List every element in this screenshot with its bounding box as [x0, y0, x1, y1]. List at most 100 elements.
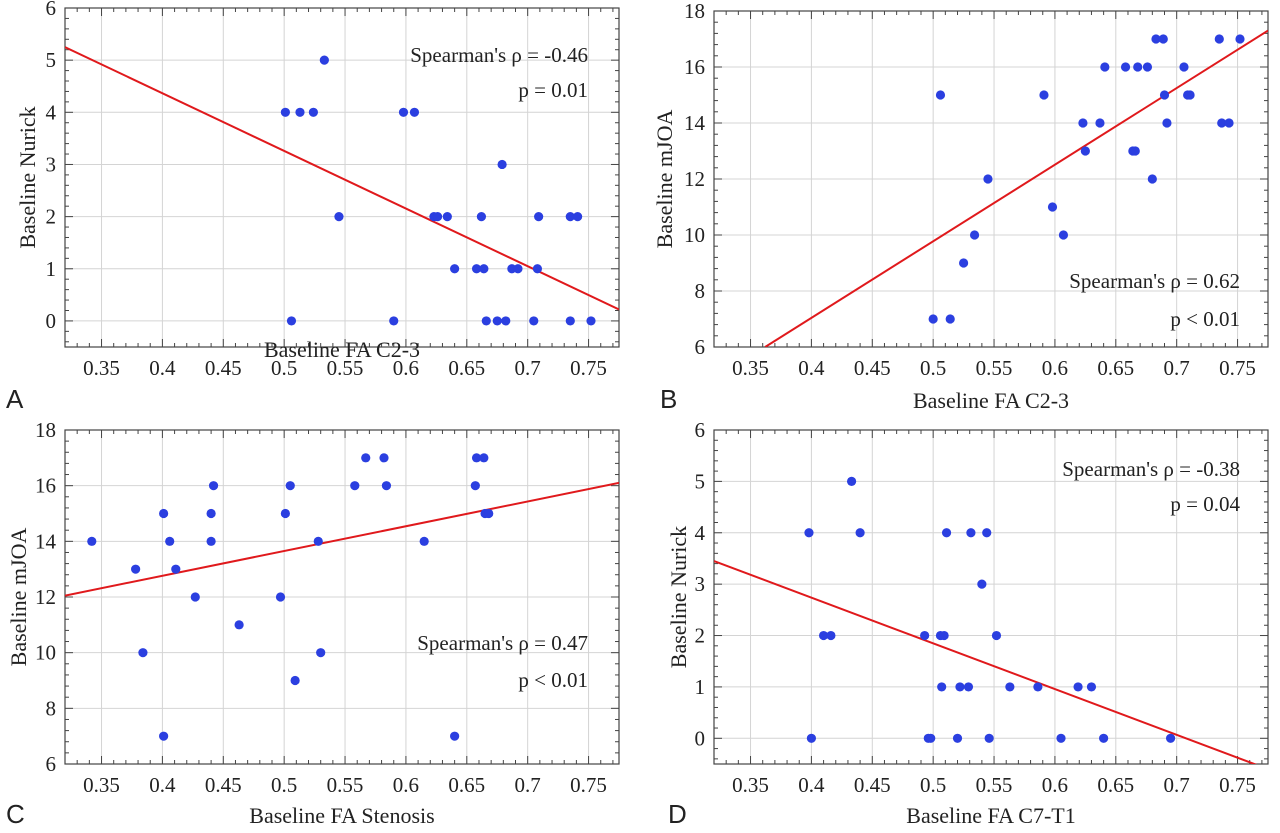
- fit-line: [65, 481, 619, 597]
- data-point: [1142, 62, 1153, 72]
- x-tick-label: 0.65: [1097, 773, 1134, 797]
- data-point: [379, 453, 389, 463]
- data-point: [977, 579, 987, 589]
- data-point: [1151, 34, 1161, 44]
- x-axis-label: Baseline FA C2-3: [913, 388, 1069, 413]
- data-point: [381, 481, 392, 491]
- data-point: [1100, 62, 1110, 72]
- data-point: [484, 508, 494, 519]
- data-point: [1224, 118, 1234, 128]
- data-point: [1047, 202, 1058, 212]
- spearman-annotation: Spearman's ρ = -0.38: [1062, 457, 1240, 481]
- data-point: [409, 107, 420, 117]
- panel-c: 0.35 0.4 0.45 0.5 0.55 0.6 0.65 0.7 0.75 6 8 10 12 14…: [6, 418, 620, 829]
- data-point: [513, 264, 523, 274]
- x-tick-label: 0.35: [732, 356, 769, 380]
- data-point: [963, 682, 974, 692]
- fit-line: [714, 560, 1258, 764]
- x-tick-label: 0.4: [149, 356, 176, 380]
- data-point: [937, 682, 947, 692]
- data-point: [1158, 34, 1168, 44]
- data-point: [1056, 733, 1066, 743]
- data-point: [941, 528, 952, 538]
- data-point: [131, 564, 141, 574]
- data-point: [1159, 90, 1170, 100]
- data-point: [1217, 118, 1227, 128]
- x-tick-label: 0.75: [1219, 773, 1256, 797]
- y-tick-label: 6: [695, 335, 706, 359]
- x-tick-label: 0.65: [448, 356, 485, 380]
- plot-frame: [713, 10, 1269, 348]
- data-point: [920, 630, 930, 641]
- data-point: [804, 528, 814, 538]
- x-tick-label: 0.7: [1164, 773, 1190, 797]
- data-point: [290, 675, 300, 686]
- panel-a: 0.35 0.4 0.45 0.5 0.55 0.6 0.65 0.7 0.75 0 1 2 3 4 5 6 B…: [6, 0, 620, 414]
- data-point: [450, 731, 460, 741]
- data-point: [983, 174, 993, 184]
- data-point: [1080, 146, 1090, 156]
- y-tick-label: 3: [695, 572, 706, 596]
- x-tick-label: 0.55: [976, 356, 1013, 380]
- data-point: [479, 264, 489, 274]
- data-point: [984, 733, 994, 743]
- data-point: [532, 264, 543, 274]
- data-point: [1120, 62, 1131, 72]
- x-tick-label: 0.6: [1042, 356, 1068, 380]
- data-point: [1130, 146, 1140, 156]
- x-tick-label: 0.5: [920, 773, 946, 797]
- tick-marks: [65, 7, 619, 347]
- x-tick-label: 0.7: [1164, 356, 1190, 380]
- data-point: [935, 90, 946, 100]
- x-tick-label: 0.35: [83, 773, 120, 797]
- y-tick-label: 10: [684, 223, 705, 247]
- data-point: [1185, 90, 1195, 100]
- x-tick-label: 0.55: [327, 773, 364, 797]
- y-tick-label: 12: [35, 585, 56, 609]
- y-tick-label: 18: [35, 418, 56, 442]
- data-point: [350, 481, 360, 491]
- data-point: [1147, 174, 1157, 184]
- data-point: [159, 508, 169, 519]
- y-tick-label: 1: [46, 257, 57, 281]
- x-tick-label: 0.45: [205, 773, 242, 797]
- x-tick-label: 0.5: [920, 356, 946, 380]
- x-tick-label: 0.6: [1042, 773, 1068, 797]
- data-point: [159, 731, 169, 741]
- y-axis-label: Baseline Nurick: [666, 526, 691, 668]
- y-tick-label: 16: [35, 474, 56, 498]
- x-tick-label: 0.75: [570, 356, 607, 380]
- data-point: [280, 107, 290, 117]
- data-point: [295, 107, 305, 117]
- data-point: [818, 630, 829, 641]
- panel-letter: B: [660, 384, 677, 414]
- x-tick-label: 0.75: [1219, 356, 1256, 380]
- data-point: [1005, 682, 1015, 692]
- data-point: [206, 508, 216, 519]
- data-point: [565, 212, 575, 222]
- y-tick-label: 1: [695, 675, 706, 699]
- panel-letter: A: [6, 384, 24, 414]
- data-point: [926, 733, 936, 743]
- data-point: [928, 314, 938, 324]
- data-point: [501, 316, 511, 326]
- y-axis-label: Baseline mJOA: [6, 528, 31, 667]
- data-point: [939, 630, 949, 641]
- data-point: [190, 592, 200, 602]
- data-point: [481, 316, 491, 326]
- y-tick-label: 12: [684, 167, 705, 191]
- data-point: [280, 508, 290, 519]
- y-tick-label: 5: [695, 469, 706, 493]
- data-point: [334, 212, 344, 222]
- x-tick-label: 0.75: [570, 773, 607, 797]
- x-axis-label: Baseline FA C7-T1: [906, 803, 1075, 828]
- y-tick-label: 14: [684, 111, 706, 135]
- y-tick-label: 0: [695, 726, 706, 750]
- data-point: [442, 212, 452, 222]
- data-point: [471, 264, 482, 274]
- x-tick-label: 0.45: [854, 356, 891, 380]
- data-point: [855, 528, 865, 538]
- x-tick-label: 0.55: [327, 356, 364, 380]
- x-tick-label: 0.65: [448, 773, 485, 797]
- data-point: [1235, 34, 1245, 44]
